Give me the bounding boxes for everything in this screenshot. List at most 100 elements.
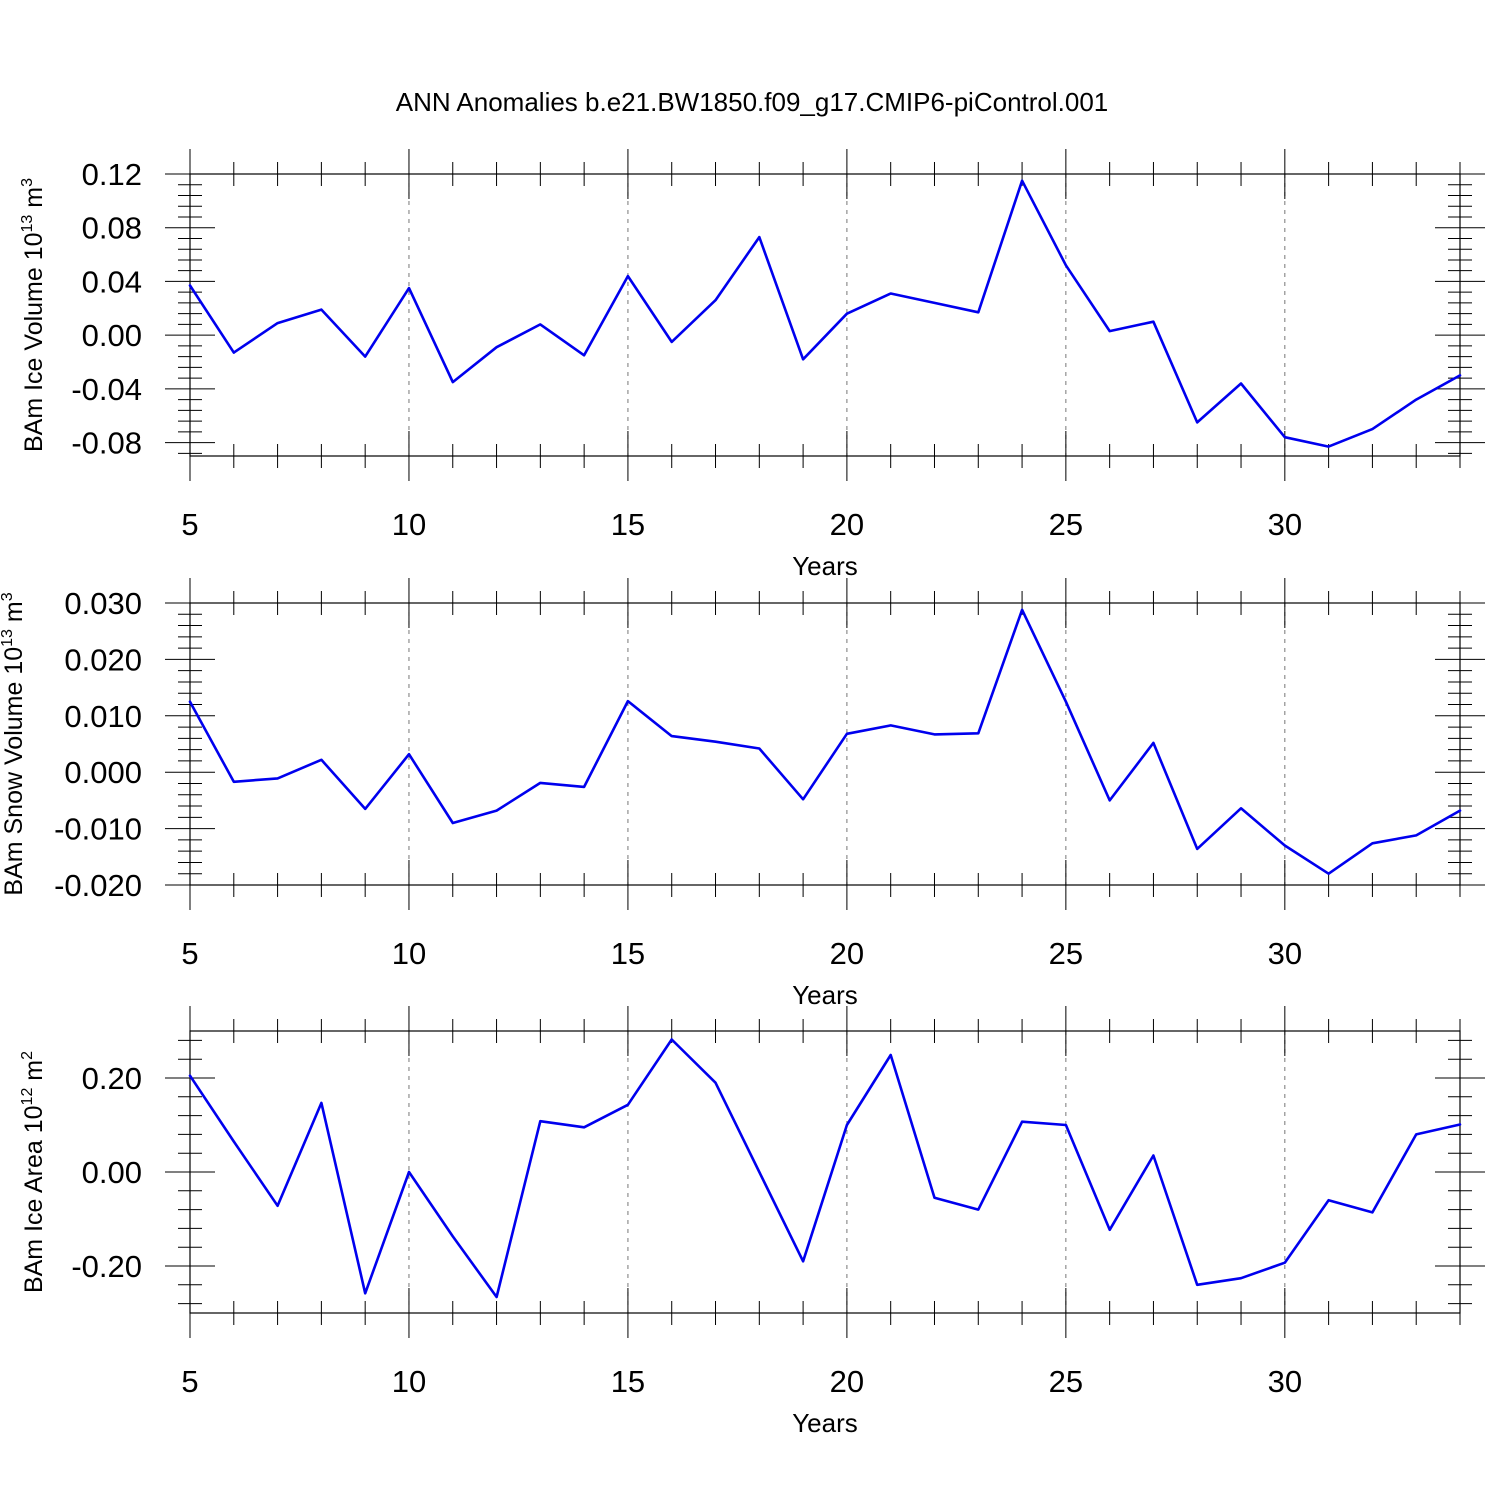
panel-1-yaxis-label: BAm Ice Volume 1013 m3	[19, 178, 48, 452]
panel-2-point-5	[188, 700, 192, 704]
panel-2-point-18	[757, 747, 761, 751]
panel-1-point-8	[319, 308, 323, 312]
panel-1-point-22	[932, 301, 936, 305]
panel-2-point-34	[1458, 809, 1462, 813]
panel-2-point-26	[1108, 798, 1112, 802]
panel-1-frame	[189, 173, 1461, 457]
panel-2-xaxis-label: Years	[792, 980, 858, 1010]
panel-3-xtick-label-0: 5	[181, 1364, 198, 1399]
panel-1-point-20	[845, 312, 849, 316]
panel-1-ice-volume: 0.12 0.08 0.04 0.00 -0.04 -0.08 5 10 15 20 25 30 Yea…	[19, 149, 1485, 581]
panel-3-ytick-label-0: 0.20	[82, 1061, 142, 1096]
panel-1-point-29	[1239, 381, 1243, 385]
panel-1-point-23	[976, 310, 980, 314]
panel-1-point-24	[1020, 179, 1024, 183]
panel-1-point-25	[1064, 263, 1068, 267]
panel-2-point-13	[538, 781, 542, 785]
panel-3-point-7	[276, 1204, 280, 1208]
panel-1-point-33	[1414, 398, 1418, 402]
panel-3-ytick-label-1: 0.00	[82, 1155, 142, 1190]
panel-2-point-6	[232, 780, 236, 784]
panel-1-xtick-label-5: 30	[1268, 507, 1302, 542]
panel-1-point-19	[801, 357, 805, 361]
panel-2-snow-volume: 0.030 0.020 0.010 0.000 -0.010 -0.020 5 10 15 20 2…	[0, 578, 1485, 1010]
panel-2-point-14	[582, 785, 586, 789]
panel-1-point-27	[1151, 320, 1155, 324]
panel-1-ytick-label-5: -0.08	[71, 426, 142, 461]
panel-1-ytick-label-1: 0.08	[82, 211, 142, 246]
panel-1-xaxis-label: Years	[792, 551, 858, 581]
panel-3-yaxis-label: BAm Ice Area 1012 m2	[19, 1051, 48, 1293]
panel-1-ytick-label-2: 0.04	[82, 264, 142, 299]
panel-1-xtick-label-1: 10	[392, 507, 426, 542]
panel-2-xtick-label-0: 5	[181, 936, 198, 971]
panel-3-point-30	[1283, 1261, 1287, 1265]
panel-2-point-30	[1283, 844, 1287, 848]
panel-2-xtick-label-1: 10	[392, 936, 426, 971]
panel-1-xtick-label-0: 5	[181, 507, 198, 542]
panel-3-point-5	[188, 1074, 192, 1078]
panel-3-point-25	[1064, 1123, 1068, 1127]
panel-2-point-17	[714, 740, 718, 744]
panel-1-series-line	[188, 179, 1462, 448]
panel-2-series-line	[188, 608, 1462, 876]
panel-3-point-31	[1327, 1198, 1331, 1202]
panel-3-xtick-label-4: 25	[1049, 1364, 1083, 1399]
panel-2-yaxis-label: BAm Snow Volume 1013 m3	[0, 592, 28, 895]
panel-2-point-20	[845, 732, 849, 736]
panel-2-xtick-label-4: 25	[1049, 936, 1083, 971]
panel-2-point-21	[889, 723, 893, 727]
panel-3-point-10	[407, 1170, 411, 1174]
panel-3-point-20	[845, 1123, 849, 1127]
panel-2-point-8	[319, 758, 323, 762]
panel-3-point-13	[538, 1119, 542, 1123]
panel-2-xtick-label-3: 20	[830, 936, 864, 971]
panel-3-xtick-label-5: 30	[1268, 1364, 1302, 1399]
panel-3-point-14	[582, 1125, 586, 1129]
panel-1-point-13	[538, 322, 542, 326]
panel-3-point-33	[1414, 1132, 1418, 1136]
panel-1-point-26	[1108, 329, 1112, 333]
panel-2-ytick-label-1: 0.020	[64, 642, 142, 677]
panel-1-point-18	[757, 235, 761, 239]
panel-3-point-32	[1370, 1210, 1374, 1214]
panel-1-ytick-label-0: 0.12	[82, 157, 142, 192]
panel-1-point-5	[188, 283, 192, 287]
panel-3-point-27	[1151, 1154, 1155, 1158]
panel-3-xtick-label-1: 10	[392, 1364, 426, 1399]
panel-2-ytick-label-5: -0.020	[54, 868, 142, 903]
panel-2-point-16	[670, 734, 674, 738]
panel-2-ytick-label-2: 0.010	[64, 699, 142, 734]
panel-1-point-7	[276, 321, 280, 325]
panel-3-point-16	[670, 1037, 674, 1041]
panel-3-point-23	[976, 1208, 980, 1212]
panel-3-point-12	[495, 1295, 499, 1299]
panel-3-series-line	[188, 1038, 1462, 1299]
panel-2-point-19	[801, 797, 805, 801]
panel-2-xtick-label-2: 15	[611, 936, 645, 971]
panel-3-point-22	[932, 1196, 936, 1200]
panel-2-xtick-label-5: 30	[1268, 936, 1302, 971]
panel-3-point-9	[363, 1291, 367, 1295]
panel-3-point-28	[1195, 1283, 1199, 1287]
panel-1-point-30	[1283, 435, 1287, 439]
panel-3-point-6	[232, 1139, 236, 1143]
panel-2-point-25	[1064, 700, 1068, 704]
panel-3-point-8	[319, 1101, 323, 1105]
panel-1-point-21	[889, 292, 893, 296]
panel-1-point-14	[582, 353, 586, 357]
panel-2-point-15	[626, 699, 630, 703]
panel-3-point-26	[1108, 1228, 1112, 1232]
panel-1-point-16	[670, 340, 674, 344]
panel-2-ytick-label-0: 0.030	[64, 586, 142, 621]
panel-1-xtick-label-3: 20	[830, 507, 864, 542]
panel-3-point-34	[1458, 1123, 1462, 1127]
panel-3-xaxis-label: Years	[792, 1408, 858, 1438]
chart-title: ANN Anomalies b.e21.BW1850.f09_g17.CMIP6…	[396, 87, 1109, 117]
panel-2-point-12	[495, 809, 499, 813]
panel-2-point-33	[1414, 833, 1418, 837]
panel-1-point-10	[407, 286, 411, 290]
panel-2-frame	[189, 602, 1461, 886]
